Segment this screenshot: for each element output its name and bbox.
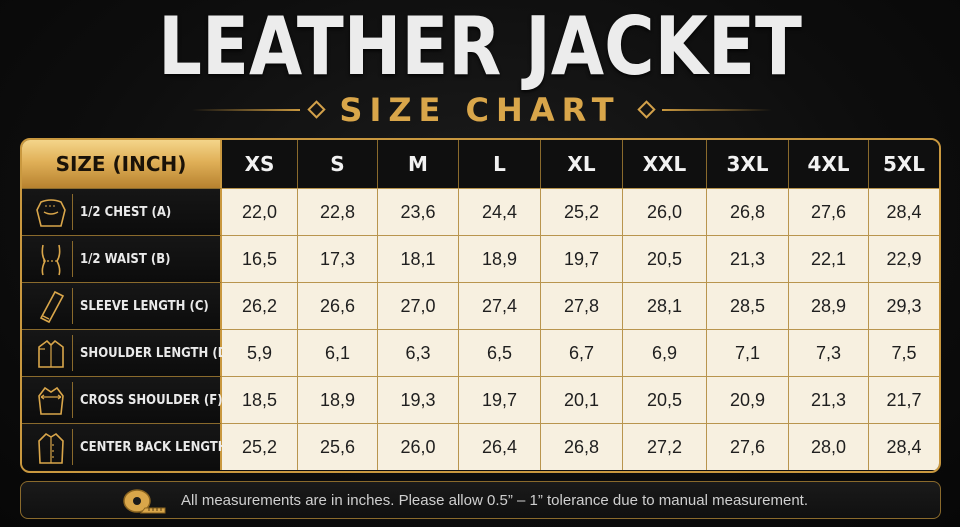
column-header-3xl: 3XL: [706, 140, 788, 188]
row-label-text: SLEEVE LENGTH (C): [80, 299, 209, 314]
column-header-xl: XL: [540, 140, 622, 188]
sleeve-icon: [30, 288, 73, 324]
table-cell: 6,9: [622, 329, 706, 376]
table-cell: 25,2: [222, 423, 297, 470]
table-cell: 6,7: [540, 329, 622, 376]
page-title: LEATHER JACKET: [158, 0, 802, 93]
table-cell: 18,5: [222, 376, 297, 423]
page-subtitle: SIZE CHART: [339, 91, 621, 129]
table-cell: 20,9: [706, 376, 788, 423]
table-row: SHOULDER LENGTH (D) 5,9 6,1 6,3 6,5 6,7 6,9 7,1…: [22, 329, 939, 376]
row-label: SHOULDER LENGTH (D): [22, 329, 233, 376]
table-cell: 27,8: [540, 282, 622, 329]
footer-text: All measurements are in inches. Please a…: [181, 491, 808, 509]
table-cell: 19,3: [377, 376, 458, 423]
table-cell: 20,1: [540, 376, 622, 423]
table-cell: 28,0: [788, 423, 868, 470]
table-row: 1/2 CHEST (A) 22,0 22,8 23,6 24,4 25,2 26,0 26,…: [22, 188, 939, 235]
table-cell: 27,4: [458, 282, 540, 329]
footer-note: All measurements are in inches. Please a…: [20, 481, 941, 519]
column-header-4xl: 4XL: [788, 140, 868, 188]
table-cell: 23,6: [377, 188, 458, 235]
column-header-xs: XS: [222, 140, 297, 188]
table-cell: 7,5: [868, 329, 939, 376]
table-cell: 20,5: [622, 376, 706, 423]
chest-icon: [30, 194, 73, 230]
table-cell: 19,7: [458, 376, 540, 423]
column-header-5xl: 5XL: [868, 140, 939, 188]
row-label: 1/2 CHEST (A): [22, 188, 222, 235]
table-cell: 25,2: [540, 188, 622, 235]
table-row: CROSS SHOULDER (F) 18,5 18,9 19,3 19,7 20,1 20…: [22, 376, 939, 423]
row-label-text: CENTER BACK LENGTH (F): [80, 440, 251, 455]
table-cell: 26,8: [540, 423, 622, 470]
table-cell: 19,7: [540, 235, 622, 282]
table-cell: 22,8: [297, 188, 377, 235]
row-label-text: SHOULDER LENGTH (D): [80, 346, 233, 361]
table-cell: 28,4: [868, 188, 939, 235]
column-header-l: L: [458, 140, 540, 188]
table-cell: 27,6: [706, 423, 788, 470]
table-cell: 25,6: [297, 423, 377, 470]
table-cell: 21,7: [868, 376, 939, 423]
table-cell: 27,2: [622, 423, 706, 470]
table-cell: 28,4: [868, 423, 939, 470]
table-cell: 29,3: [868, 282, 939, 329]
row-label-text: CROSS SHOULDER (F): [80, 393, 223, 408]
table-cell: 18,9: [297, 376, 377, 423]
size-header: SIZE (INCH): [22, 140, 222, 188]
row-label: 1/2 WAIST (B): [22, 235, 222, 282]
table-cell: 28,1: [622, 282, 706, 329]
table-cell: 26,8: [706, 188, 788, 235]
table-cell: 6,5: [458, 329, 540, 376]
table-cell: 22,9: [868, 235, 939, 282]
table-cell: 6,3: [377, 329, 458, 376]
row-label: SLEEVE LENGTH (C): [22, 282, 222, 329]
column-header-xxl: XXL: [622, 140, 706, 188]
table-cell: 16,5: [222, 235, 297, 282]
table-cell: 7,1: [706, 329, 788, 376]
table-row: SLEEVE LENGTH (C) 26,2 26,6 27,0 27,4 27,8 28,…: [22, 282, 939, 329]
row-label: CROSS SHOULDER (F): [22, 376, 223, 423]
table-cell: 22,1: [788, 235, 868, 282]
row-label-text: 1/2 WAIST (B): [80, 252, 171, 267]
table-row: 1/2 WAIST (B) 16,5 17,3 18,1 18,9 19,7 20,5 21,…: [22, 235, 939, 282]
table-cell: 18,1: [377, 235, 458, 282]
jacket-back-icon: [30, 429, 73, 465]
divider-left: [192, 109, 300, 111]
table-cell: 6,1: [297, 329, 377, 376]
table-cell: 26,4: [458, 423, 540, 470]
table-cell: 28,5: [706, 282, 788, 329]
table-cell: 21,3: [788, 376, 868, 423]
size-chart-table: SIZE (INCH) XS S M L XL XXL 3XL 4XL 5XL 1/2 CHES…: [20, 138, 941, 473]
column-header-s: S: [297, 140, 377, 188]
table-cell: 27,0: [377, 282, 458, 329]
divider-right: [662, 109, 772, 111]
table-cell: 20,5: [622, 235, 706, 282]
table-row: CENTER BACK LENGTH (F) 25,2 25,6 26,0 26,4 26…: [22, 423, 939, 470]
table-cell: 22,0: [222, 188, 297, 235]
table-cell: 7,3: [788, 329, 868, 376]
table-cell: 26,0: [622, 188, 706, 235]
cross-shoulder-icon: [30, 382, 73, 418]
subtitle-row: SIZE CHART: [0, 88, 960, 132]
shoulder-icon: [30, 335, 73, 371]
table-cell: 24,4: [458, 188, 540, 235]
table-cell: 21,3: [706, 235, 788, 282]
table-header-row: SIZE (INCH) XS S M L XL XXL 3XL 4XL 5XL: [22, 140, 939, 188]
table-cell: 17,3: [297, 235, 377, 282]
table-cell: 26,2: [222, 282, 297, 329]
row-label: CENTER BACK LENGTH (F): [22, 423, 250, 470]
measuring-tape-icon: [123, 489, 166, 514]
row-label-text: 1/2 CHEST (A): [80, 205, 172, 220]
waist-icon: [30, 241, 73, 277]
table-cell: 27,6: [788, 188, 868, 235]
table-cell: 26,0: [377, 423, 458, 470]
table-cell: 18,9: [458, 235, 540, 282]
table-cell: 28,9: [788, 282, 868, 329]
column-header-m: M: [377, 140, 458, 188]
table-cell: 5,9: [222, 329, 297, 376]
table-cell: 26,6: [297, 282, 377, 329]
